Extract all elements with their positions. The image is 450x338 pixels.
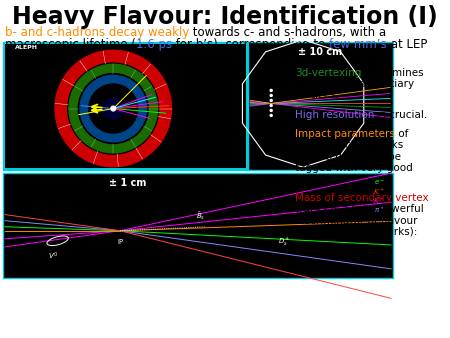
Text: High resolution: High resolution (295, 110, 374, 120)
Text: Impact parameters: Impact parameters (295, 129, 395, 139)
Text: IP: IP (117, 239, 123, 245)
Circle shape (80, 75, 146, 142)
Text: $e^-$: $e^-$ (374, 178, 385, 187)
Circle shape (270, 90, 272, 92)
Text: towards c- and s-hadrons, with a: towards c- and s-hadrons, with a (189, 26, 387, 39)
Circle shape (55, 50, 171, 167)
Text: $D_s^+$: $D_s^+$ (278, 236, 290, 248)
Text: (b, c, and light quarks):: (b, c, and light quarks): (295, 227, 418, 237)
Circle shape (270, 99, 272, 101)
Circle shape (69, 64, 158, 153)
Text: secondary and tertiary: secondary and tertiary (295, 79, 414, 89)
Text: ALEPH: ALEPH (15, 45, 38, 50)
Circle shape (111, 106, 116, 111)
Bar (3, 173, 393, 278)
Circle shape (103, 98, 124, 119)
Text: 3d-vertexing: 3d-vertexing (295, 68, 361, 78)
Circle shape (270, 115, 272, 116)
Text: b- and c-hadrons decay weakly: b- and c-hadrons decay weakly (5, 26, 189, 39)
Text: of: of (395, 129, 408, 139)
Text: $K^-$: $K^-$ (374, 196, 385, 205)
Text: $K^+$: $K^+$ (374, 187, 385, 197)
Text: macroscopic lifetime (: macroscopic lifetime ( (5, 38, 136, 51)
Bar (248, 42, 393, 170)
Circle shape (270, 110, 272, 112)
Text: determines: determines (361, 68, 424, 78)
Text: $\pi^+$: $\pi^+$ (374, 205, 385, 215)
Text: purity.: purity. (295, 174, 328, 184)
Bar (3, 42, 248, 170)
Text: Mass of secondary vertex: Mass of secondary vertex (295, 193, 428, 203)
Text: is crucial.: is crucial. (374, 110, 428, 120)
Text: $\bar{B}_s$: $\bar{B}_s$ (196, 210, 206, 222)
Text: for b’s), corresponding to: for b’s), corresponding to (172, 38, 329, 51)
Text: ± 10 cm: ± 10 cm (298, 47, 342, 57)
Bar (5, 44, 246, 168)
Text: $V^0$: $V^0$ (48, 251, 58, 262)
Text: ± 1 cm: ± 1 cm (109, 178, 147, 188)
Text: discriminator of flavour: discriminator of flavour (295, 216, 418, 226)
Text: 1.6 ps: 1.6 ps (136, 38, 172, 51)
Text: vertices.: vertices. (295, 91, 340, 100)
Text: reconstructed tracks: reconstructed tracks (295, 140, 403, 150)
Circle shape (270, 104, 272, 106)
Text: few mm’s: few mm’s (329, 38, 387, 51)
Circle shape (270, 94, 272, 96)
Text: tagged with very good: tagged with very good (295, 163, 413, 173)
Text: at LEP: at LEP (387, 38, 427, 51)
Text: tracks is a very powerful: tracks is a very powerful (295, 204, 424, 215)
Text: allow b quarks to be: allow b quarks to be (295, 151, 401, 162)
Circle shape (78, 74, 148, 144)
Circle shape (68, 63, 159, 154)
Text: Heavy Flavour: Identification (I): Heavy Flavour: Identification (I) (12, 5, 438, 29)
Circle shape (89, 84, 138, 133)
